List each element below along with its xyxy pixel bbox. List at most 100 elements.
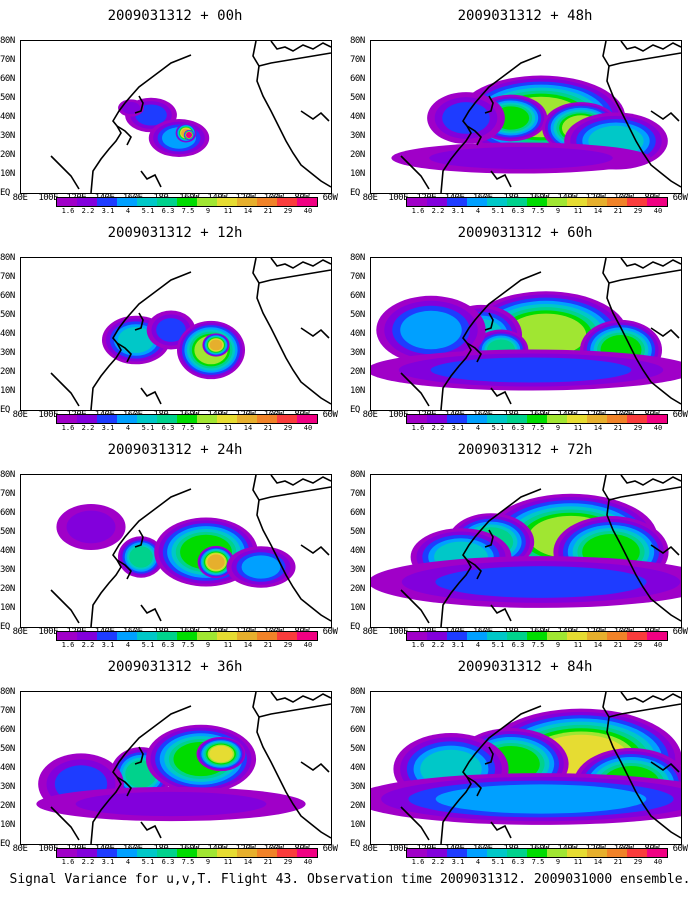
colorbar-label: 11 xyxy=(223,207,233,215)
colorbar-swatch xyxy=(407,415,427,423)
coastline xyxy=(90,488,192,627)
lat-tick-label: 60N xyxy=(0,725,15,735)
coastline xyxy=(620,475,681,486)
colorbar-label: 2.2 xyxy=(431,641,445,649)
lat-tick-label: 20N xyxy=(0,367,15,377)
lon-tick-label: 60W xyxy=(322,410,338,420)
colorbar xyxy=(56,197,318,207)
lat-tick-label: 80N xyxy=(0,687,15,697)
variance-contour xyxy=(442,102,490,134)
colorbar-swatch xyxy=(217,198,237,206)
colorbar-swatch xyxy=(217,849,237,857)
coastline xyxy=(140,387,162,405)
lon-tick-label: 80E xyxy=(362,193,378,203)
colorbar-label: 2.2 xyxy=(431,207,445,215)
lat-tick-label: 80N xyxy=(350,253,365,263)
colorbar-label: 3.1 xyxy=(451,424,465,432)
lat-tick-label: 10N xyxy=(350,386,365,396)
colorbar-label: 1.6 xyxy=(411,424,425,432)
lat-tick-label: 80N xyxy=(350,36,365,46)
variance-map xyxy=(370,691,682,845)
colorbar-label: 4 xyxy=(125,858,131,866)
lat-tick-label: 40N xyxy=(350,763,365,773)
colorbar-swatch xyxy=(607,849,627,857)
map-panel: 2009031312 + 84h 80N 70N 60N 50N 40N 30N 20N 10N… xyxy=(350,651,700,876)
colorbar-swatch xyxy=(447,632,467,640)
colorbar-swatch xyxy=(467,415,487,423)
lat-tick-label: 20N xyxy=(350,801,365,811)
colorbar-swatch xyxy=(157,198,177,206)
colorbar-swatch xyxy=(137,415,157,423)
lat-tick-label: 60N xyxy=(350,291,365,301)
lat-tick-label: 10N xyxy=(350,169,365,179)
colorbar-label: 21 xyxy=(263,641,273,649)
colorbar-swatch xyxy=(77,849,97,857)
figure-caption: Signal Variance for u,v,T. Flight 43. Ob… xyxy=(9,872,691,887)
colorbar-label: 14 xyxy=(243,207,253,215)
lon-tick-label: 80E xyxy=(362,627,378,637)
colorbar-label: 4 xyxy=(475,424,481,432)
lat-tick-label: 30N xyxy=(350,131,365,141)
lat-tick-label: 10N xyxy=(0,820,15,830)
colorbar-label: 9 xyxy=(205,641,211,649)
colorbar-swatch xyxy=(507,849,527,857)
colorbar-label: 11 xyxy=(223,424,233,432)
colorbar-swatch xyxy=(257,415,277,423)
colorbar-swatch xyxy=(57,198,77,206)
variance-contour xyxy=(121,101,141,115)
colorbar-swatch xyxy=(647,415,667,423)
lat-tick-label: 30N xyxy=(0,782,15,792)
panel-title: 2009031312 + 36h xyxy=(107,659,243,675)
lon-tick-label: 100E xyxy=(388,627,409,637)
colorbar-label: 7.5 xyxy=(531,207,545,215)
colorbar-label: 1.6 xyxy=(61,424,75,432)
colorbar-label: 7.5 xyxy=(181,641,195,649)
coastline xyxy=(300,110,330,122)
colorbar-label: 29 xyxy=(633,207,643,215)
colorbar-label: 6.3 xyxy=(161,424,175,432)
lat-tick-label: 70N xyxy=(0,272,15,282)
lat-tick-label: 40N xyxy=(350,546,365,556)
colorbar-label: 2.2 xyxy=(81,424,95,432)
colorbar-swatch xyxy=(487,632,507,640)
colorbar-swatch xyxy=(217,415,237,423)
colorbar-swatch xyxy=(607,198,627,206)
coastline xyxy=(650,110,680,122)
panel-title: 2009031312 + 00h xyxy=(107,8,243,24)
colorbar-label: 7.5 xyxy=(531,858,545,866)
coastline xyxy=(608,486,681,501)
colorbar-swatch xyxy=(277,632,297,640)
coastline xyxy=(258,703,331,718)
colorbar-swatch xyxy=(57,849,77,857)
lon-tick-label: 100E xyxy=(38,844,59,854)
colorbar-swatch xyxy=(567,849,587,857)
map-panel: 2009031312 + 72h 80N 70N 60N 50N 40N 30N 20N 10N… xyxy=(350,434,700,659)
coastline xyxy=(258,52,331,67)
colorbar-swatch xyxy=(587,849,607,857)
lat-tick-label: 70N xyxy=(0,706,15,716)
colorbar-swatch xyxy=(587,198,607,206)
colorbar-label: 1.6 xyxy=(411,641,425,649)
variance-map xyxy=(20,474,332,628)
colorbar-swatch xyxy=(527,632,547,640)
variance-contour xyxy=(75,791,267,817)
colorbar-label: 9 xyxy=(555,641,561,649)
colorbar-swatch xyxy=(627,198,647,206)
colorbar-label: 2.2 xyxy=(81,207,95,215)
colorbar-label: 7.5 xyxy=(181,858,195,866)
coastline xyxy=(300,327,330,339)
panel-title: 2009031312 + 24h xyxy=(107,442,243,458)
coastline xyxy=(300,761,330,773)
colorbar-swatch xyxy=(567,632,587,640)
lat-tick-label: 50N xyxy=(350,527,365,537)
coastline xyxy=(140,821,162,839)
colorbar-label: 1.6 xyxy=(61,641,75,649)
colorbar-swatch xyxy=(567,198,587,206)
lat-tick-label: 80N xyxy=(350,470,365,480)
colorbar-swatch xyxy=(487,849,507,857)
lat-tick-label: 30N xyxy=(350,348,365,358)
colorbar-swatch xyxy=(297,849,317,857)
lat-tick-label: 70N xyxy=(350,55,365,65)
map-panel: 2009031312 + 36h 80N 70N 60N 50N 40N 30N 20N 10N… xyxy=(0,651,350,876)
coastline xyxy=(650,327,680,339)
